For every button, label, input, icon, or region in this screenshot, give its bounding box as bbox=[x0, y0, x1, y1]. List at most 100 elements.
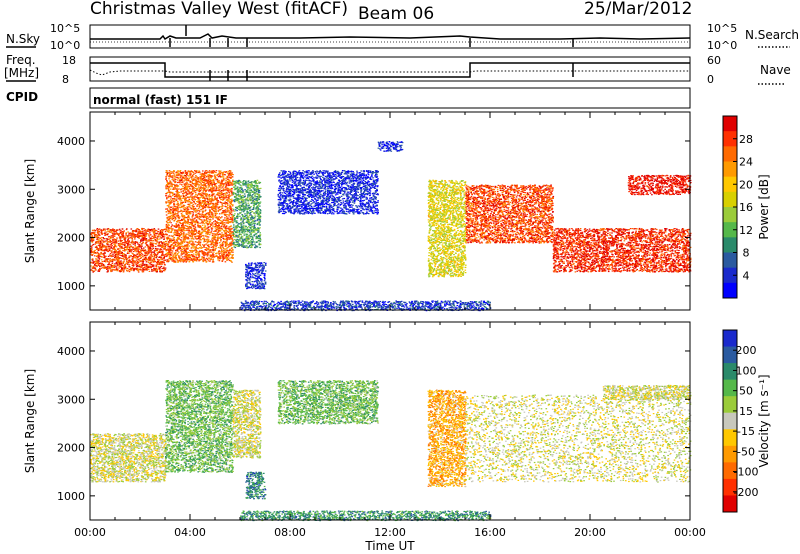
data-cell bbox=[107, 229, 109, 230]
data-cell bbox=[172, 206, 174, 207]
data-cell bbox=[214, 216, 216, 217]
data-cell bbox=[167, 239, 169, 240]
data-cell bbox=[187, 179, 189, 180]
data-cell bbox=[218, 231, 220, 232]
data-cell bbox=[192, 244, 194, 245]
data-cell bbox=[141, 248, 143, 249]
data-cell bbox=[224, 225, 226, 226]
data-cell bbox=[136, 254, 138, 255]
data-cell bbox=[211, 192, 213, 193]
data-cell bbox=[201, 250, 203, 251]
data-cell bbox=[198, 200, 200, 201]
data-cell bbox=[231, 212, 233, 213]
data-cell bbox=[173, 235, 175, 236]
data-cell bbox=[200, 186, 202, 187]
data-cell bbox=[213, 210, 215, 211]
data-cell bbox=[225, 214, 227, 215]
data-cell bbox=[163, 248, 165, 249]
data-cell bbox=[181, 254, 183, 255]
data-cell bbox=[226, 235, 228, 236]
data-cell bbox=[151, 236, 153, 237]
data-cell bbox=[216, 227, 218, 228]
data-cell bbox=[193, 232, 195, 233]
data-cell bbox=[203, 246, 205, 247]
data-cell bbox=[167, 253, 169, 254]
data-cell bbox=[178, 252, 180, 253]
data-cell bbox=[185, 252, 187, 253]
data-cell bbox=[139, 266, 141, 267]
data-cell bbox=[209, 211, 211, 212]
data-cell bbox=[161, 237, 163, 238]
data-cell bbox=[236, 244, 238, 245]
data-cell bbox=[210, 207, 212, 208]
data-cell bbox=[204, 183, 206, 184]
data-cell bbox=[145, 232, 147, 233]
data-cell bbox=[195, 246, 197, 247]
data-cell bbox=[218, 207, 220, 208]
data-cell bbox=[228, 237, 230, 238]
data-cell bbox=[228, 197, 230, 198]
data-cell bbox=[203, 175, 205, 176]
data-cell bbox=[189, 230, 191, 231]
data-cell bbox=[211, 252, 213, 253]
data-cell bbox=[132, 242, 134, 243]
data-cell bbox=[169, 240, 171, 241]
data-cell bbox=[186, 211, 188, 212]
data-cell bbox=[166, 180, 168, 181]
data-cell bbox=[222, 194, 224, 195]
data-cell bbox=[122, 233, 124, 234]
data-cell bbox=[222, 246, 224, 247]
data-cell bbox=[206, 213, 208, 214]
data-cell bbox=[202, 260, 204, 261]
data-cell bbox=[198, 197, 200, 198]
data-cell bbox=[122, 235, 124, 236]
data-cell bbox=[208, 257, 210, 258]
data-cell bbox=[119, 248, 121, 249]
data-cell bbox=[192, 230, 194, 231]
data-cell bbox=[189, 180, 191, 181]
data-cell bbox=[218, 189, 220, 190]
data-cell bbox=[191, 255, 193, 256]
data-cell bbox=[215, 210, 217, 211]
data-cell bbox=[164, 237, 166, 238]
data-cell bbox=[182, 182, 184, 183]
data-cell bbox=[171, 209, 173, 210]
data-cell bbox=[186, 192, 188, 193]
data-cell bbox=[207, 234, 209, 235]
data-cell bbox=[222, 205, 224, 206]
data-cell bbox=[228, 232, 230, 233]
data-cell bbox=[217, 192, 219, 193]
data-cell bbox=[97, 263, 99, 264]
data-cell bbox=[138, 262, 140, 263]
data-cell bbox=[178, 194, 180, 195]
data-cell bbox=[199, 189, 201, 190]
data-cell bbox=[168, 200, 170, 201]
data-cell bbox=[220, 195, 222, 196]
data-cell bbox=[225, 195, 227, 196]
data-cell bbox=[160, 233, 162, 234]
data-cell bbox=[167, 173, 169, 174]
data-cell bbox=[130, 244, 132, 245]
data-cell bbox=[230, 205, 232, 206]
data-cell bbox=[107, 264, 109, 265]
data-cell bbox=[212, 259, 214, 260]
data-cell bbox=[212, 195, 214, 196]
data-cell bbox=[181, 241, 183, 242]
data-cell bbox=[181, 191, 183, 192]
data-cell bbox=[188, 243, 190, 244]
data-cell bbox=[232, 220, 234, 221]
data-cell bbox=[202, 229, 204, 230]
data-cell bbox=[212, 240, 214, 241]
data-cell bbox=[176, 224, 178, 225]
data-cell bbox=[194, 250, 196, 251]
data-cell bbox=[123, 266, 125, 267]
data-cell bbox=[216, 245, 218, 246]
data-cell bbox=[205, 241, 207, 242]
data-cell bbox=[198, 193, 200, 194]
data-cell bbox=[170, 192, 172, 193]
data-cell bbox=[232, 250, 234, 251]
data-cell bbox=[98, 240, 100, 241]
data-cell bbox=[177, 206, 179, 207]
data-cell bbox=[107, 240, 109, 241]
data-cell bbox=[153, 240, 155, 241]
